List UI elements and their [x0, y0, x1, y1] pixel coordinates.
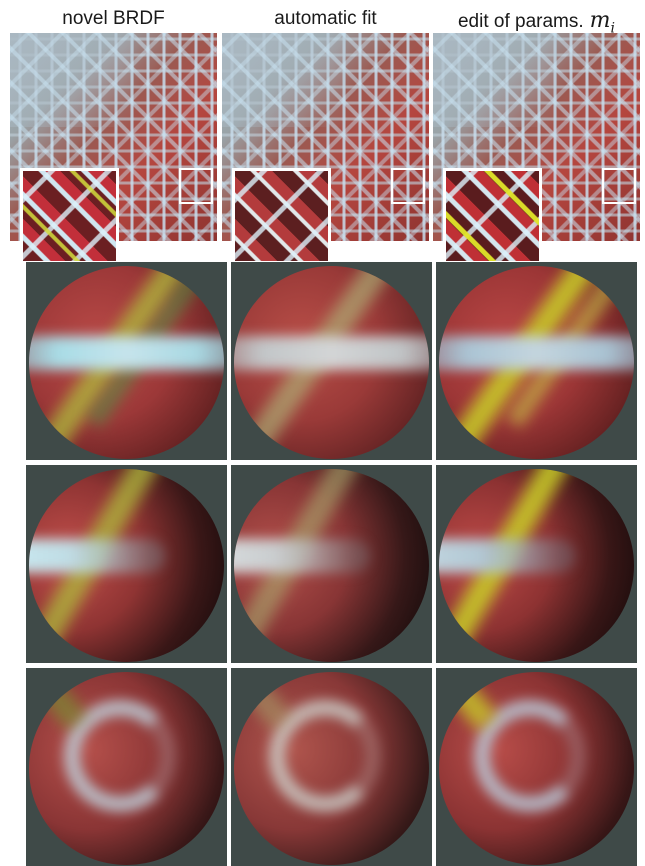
sphere-swirl-edited-params: [436, 668, 637, 866]
sphere-swirl-automatic-fit: [231, 668, 432, 866]
sphere-side-lit-automatic-fit: [231, 465, 432, 663]
sphere-frontal-novel-brdf: [26, 262, 227, 460]
sphere-frontal-automatic-fit: [231, 262, 432, 460]
header-novel-brdf-label: novel BRDF: [62, 8, 165, 29]
sphere-side-lit-novel-brdf: [26, 465, 227, 663]
header-novel-brdf: novel BRDF: [10, 8, 217, 34]
zoom-box: [179, 168, 213, 204]
zoom-box: [391, 168, 425, 204]
header-automatic-fit-label: automatic fit: [274, 8, 377, 29]
zoom-inset: [20, 168, 119, 264]
zoom-inset: [443, 168, 542, 264]
sphere-side-lit-edited-params: [436, 465, 637, 663]
zoom-inset: [232, 168, 331, 264]
sphere-swirl-novel-brdf: [26, 668, 227, 866]
zoom-box: [602, 168, 636, 204]
header-edit-params-label: edit of params.: [457, 11, 584, 32]
weave-image-automatic-fit: [222, 33, 429, 264]
sphere-frontal-edited-params: [436, 262, 637, 460]
header-edit-params: edit of params. mi: [433, 8, 640, 37]
weave-image-edited-params: [433, 33, 640, 264]
header-math-symbol: mi: [589, 8, 616, 37]
weave-image-novel-brdf: [10, 33, 217, 264]
header-automatic-fit: automatic fit: [222, 8, 429, 34]
